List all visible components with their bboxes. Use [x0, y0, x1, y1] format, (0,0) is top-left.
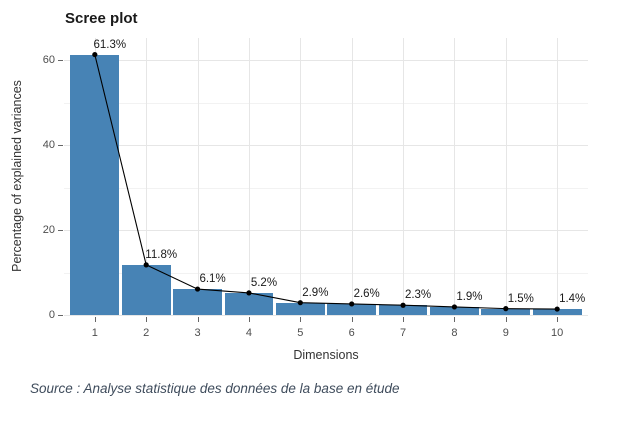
bar-dimension-10 — [532, 309, 582, 315]
x-axis-tick-label: 3 — [194, 327, 201, 339]
y-axis-tick-mark — [58, 60, 63, 62]
bar-dimension-9 — [481, 308, 531, 315]
gridline-horizontal-minor — [64, 102, 588, 104]
gridline-vertical-major — [248, 38, 250, 315]
y-axis-tick-label: 40 — [42, 139, 55, 152]
y-axis-tick-label: 0 — [48, 309, 55, 321]
gridline-vertical-major — [454, 38, 456, 315]
gridline-horizontal-major — [64, 60, 588, 62]
gridline-horizontal-minor — [64, 187, 588, 189]
y-axis-title: Percentage of explained variances — [10, 80, 24, 272]
x-axis-tick-label: 5 — [297, 327, 304, 339]
x-axis-tick-mark — [146, 317, 148, 322]
gridline-vertical-major — [557, 38, 559, 315]
bar-dimension-3 — [173, 289, 222, 315]
point-value-label: 2.6% — [353, 287, 380, 300]
x-axis-tick-label: 6 — [348, 327, 355, 339]
bar-dimension-8 — [430, 306, 479, 315]
gridline-horizontal-major — [64, 230, 588, 232]
bar-dimension-7 — [378, 305, 428, 315]
gridline-vertical-major — [300, 38, 302, 315]
bar-dimension-4 — [224, 292, 274, 315]
bar-dimension-2 — [121, 264, 171, 315]
x-axis-tick-mark — [248, 317, 250, 322]
bar-dimension-6 — [327, 303, 377, 315]
y-axis-tick-mark — [58, 145, 63, 147]
x-axis-tick-mark — [454, 317, 456, 322]
gridline-vertical-major — [197, 38, 199, 315]
x-axis-tick-label: 10 — [551, 327, 564, 339]
x-axis-tick-label: 7 — [399, 327, 407, 339]
y-axis-tick-label: 20 — [42, 224, 55, 237]
source-caption: Source : Analyse statistique des données… — [30, 381, 400, 396]
x-axis-tick-mark — [94, 317, 96, 322]
y-axis-tick-mark — [58, 315, 63, 316]
point-value-label: 1.9% — [456, 290, 483, 303]
point-value-label: 1.4% — [559, 293, 586, 306]
bar-dimension-5 — [275, 302, 325, 315]
gridline-vertical-major — [351, 38, 353, 315]
x-axis-tick-label: 1 — [91, 327, 98, 339]
gridline-vertical-major — [505, 38, 507, 315]
point-value-label: 1.5% — [507, 292, 534, 305]
point-value-label: 2.9% — [302, 286, 329, 299]
x-axis-tick-label: 2 — [143, 327, 150, 339]
x-axis-tick-mark — [557, 317, 559, 322]
point-value-label: 5.2% — [250, 276, 278, 289]
x-axis-tick-mark — [351, 317, 353, 322]
y-axis-tick-label: 60 — [42, 54, 55, 67]
point-value-label: 6.1% — [199, 273, 226, 286]
x-axis-title: Dimensions — [293, 348, 359, 362]
point-value-label: 61.3% — [93, 38, 127, 51]
point-value-label: 2.3% — [404, 289, 432, 302]
x-axis-tick-label: 8 — [451, 327, 458, 339]
bar-dimension-1 — [70, 54, 120, 315]
x-axis-tick-label: 9 — [502, 327, 509, 339]
x-axis-tick-label: 4 — [245, 327, 252, 339]
chart-title: Scree plot — [65, 10, 138, 27]
gridline-vertical-major — [403, 38, 405, 315]
x-axis-tick-mark — [300, 317, 302, 322]
x-axis-tick-mark — [197, 317, 199, 322]
x-axis-tick-mark — [403, 317, 405, 322]
y-axis-tick-mark — [58, 230, 63, 232]
plot-panel: 61.3% 11.8% 6.1% 5.2% 2.9% 2.6% 2.3% 1.9% 1.5% 1.… — [64, 38, 588, 316]
point-value-label: 11.8% — [145, 248, 178, 261]
gridline-horizontal-major — [64, 145, 588, 147]
gridline-horizontal-major — [64, 315, 588, 316]
x-axis-tick-mark — [505, 317, 507, 322]
